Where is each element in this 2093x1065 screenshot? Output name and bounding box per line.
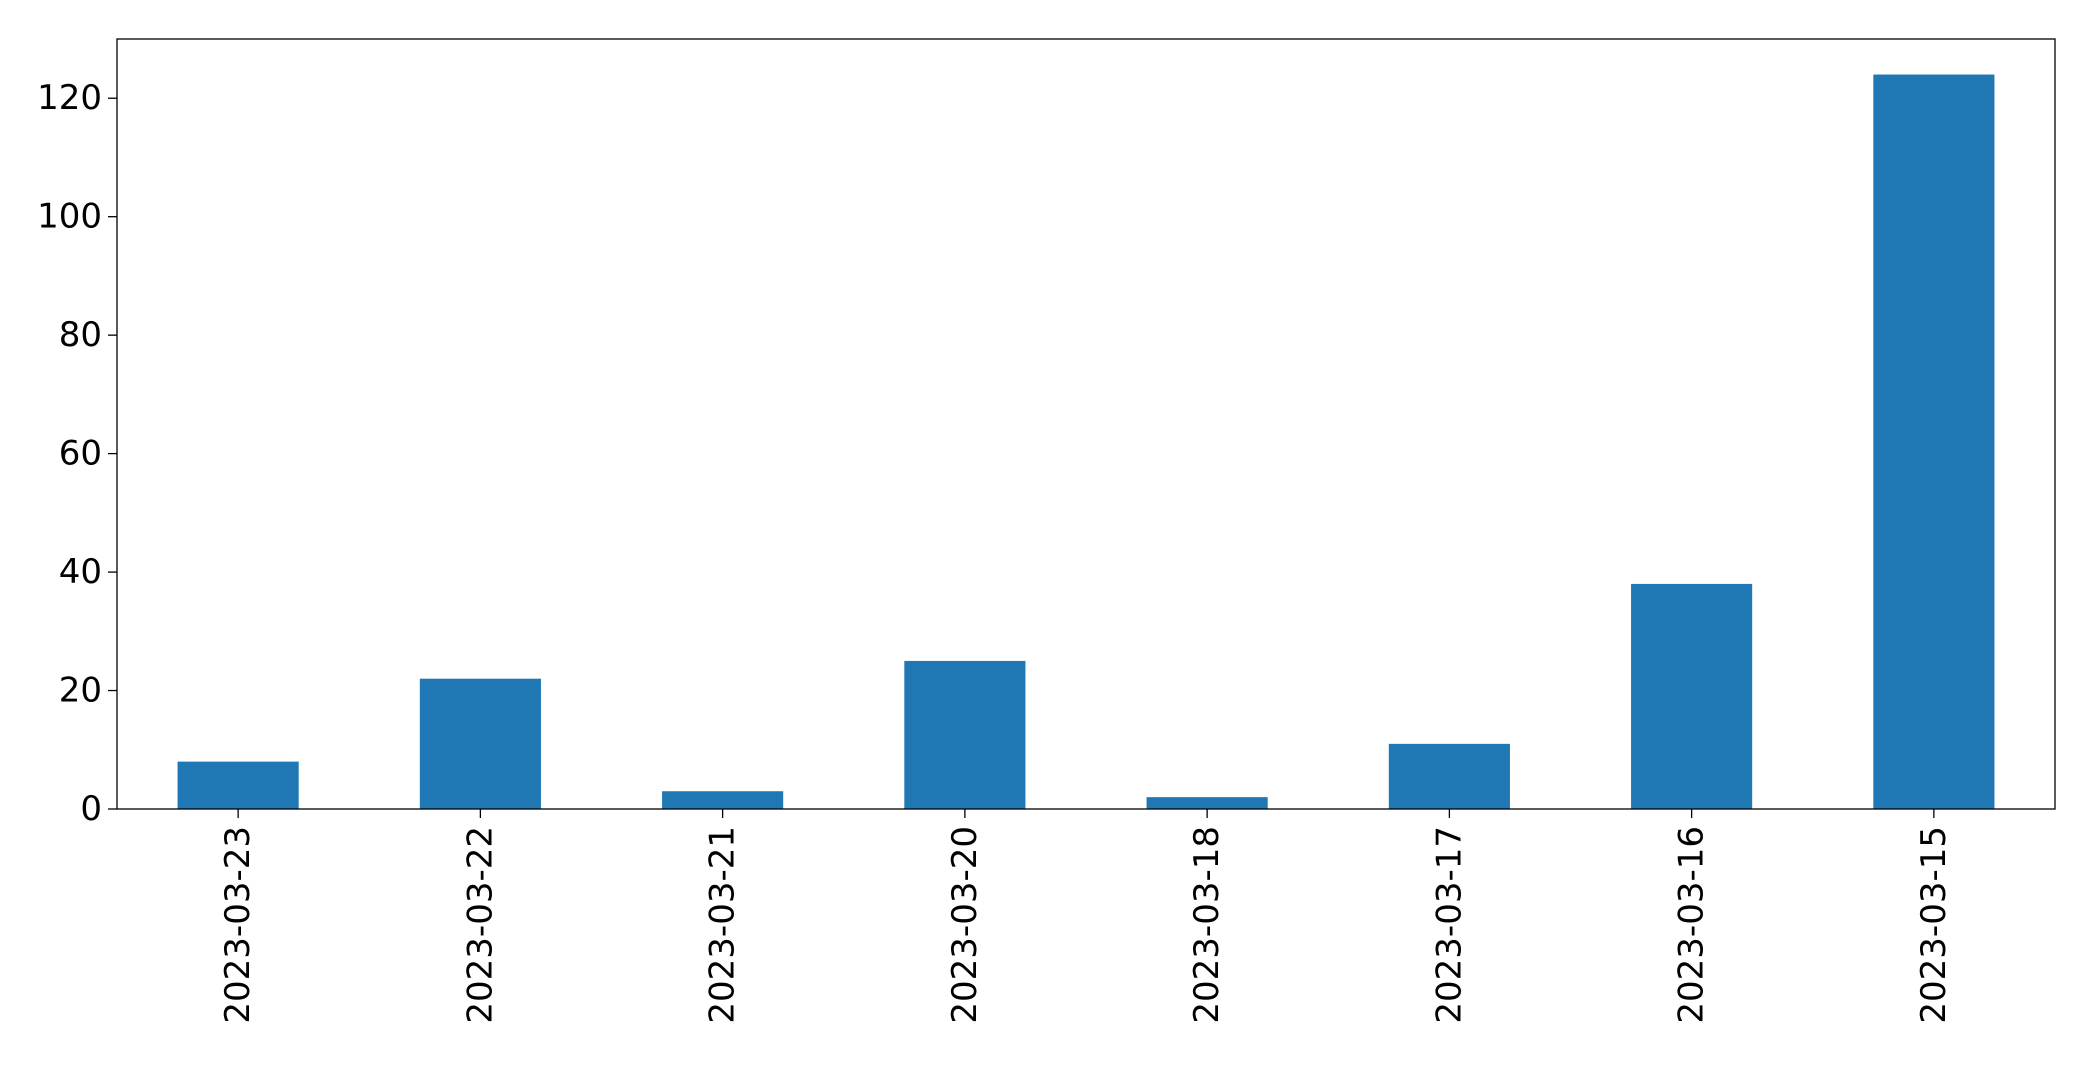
- bar-2023-03-20: [904, 660, 1026, 809]
- plot-frame: [116, 38, 2056, 810]
- x-tick-label: 2023-03-20: [945, 826, 985, 1024]
- bar-2023-03-22: [419, 678, 541, 809]
- x-tick-label: 2023-03-23: [218, 826, 258, 1024]
- x-tick-label: 2023-03-15: [1914, 826, 1954, 1024]
- bar-2023-03-17: [1388, 743, 1510, 809]
- x-tick-label: 2023-03-22: [460, 826, 500, 1024]
- y-tick-label: 60: [59, 434, 102, 474]
- y-axis: 0 20 40 60 80 100 120: [37, 78, 117, 829]
- x-tick-label: 2023-03-17: [1429, 826, 1469, 1024]
- y-tick-label: 80: [59, 315, 102, 355]
- y-tick-label: 120: [37, 78, 102, 118]
- y-tick-label: 20: [59, 671, 102, 711]
- x-tick-label: 2023-03-21: [703, 826, 743, 1024]
- bar-2023-03-15: [1873, 74, 1995, 810]
- x-tick-label: 2023-03-16: [1672, 826, 1712, 1024]
- y-tick-label: 40: [59, 552, 102, 592]
- bar-2023-03-16: [1631, 583, 1753, 809]
- x-axis: 2023-03-23 2023-03-22 2023-03-21 2023-03-20…: [218, 809, 1954, 1024]
- bars-layer: [177, 74, 1995, 810]
- bar-2023-03-23: [177, 761, 299, 809]
- x-tick-label: 2023-03-18: [1187, 826, 1227, 1024]
- y-tick-label: 0: [80, 789, 102, 829]
- y-tick-label: 100: [37, 197, 102, 237]
- bar-2023-03-21: [662, 791, 784, 809]
- bar-2023-03-18: [1146, 797, 1268, 809]
